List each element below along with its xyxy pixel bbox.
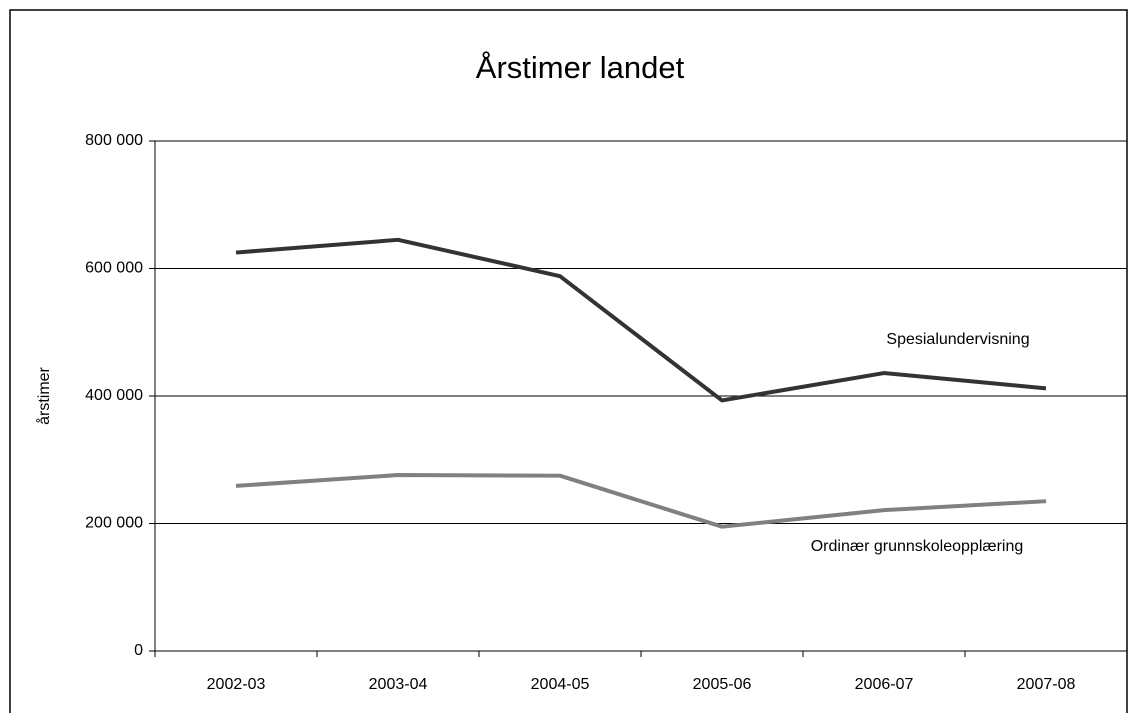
x-tick-label: 2005-06 (693, 676, 752, 693)
x-tick-label: 2004-05 (531, 676, 590, 693)
chart-title: Årstimer landet (476, 50, 685, 85)
y-tick-label: 600 000 (85, 260, 143, 277)
series-line (235, 237, 1047, 403)
x-tick-label: 2002-03 (207, 676, 266, 693)
series-line (235, 473, 1047, 529)
y-tick-label: 400 000 (85, 387, 143, 404)
chart-border (9, 9, 1128, 713)
series-label: Ordinær grunnskoleopplæring (811, 538, 1024, 555)
series-label: Spesialundervisning (886, 331, 1029, 348)
y-tick-label: 200 000 (85, 515, 143, 532)
x-tick-label: 2007-08 (1017, 676, 1076, 693)
x-tick-label: 2003-04 (369, 676, 428, 693)
x-tick-label: 2006-07 (855, 676, 914, 693)
y-axis-label: årstimer (35, 366, 53, 424)
y-tick-label: 800 000 (85, 132, 143, 149)
y-tick-label: 0 (134, 642, 143, 659)
